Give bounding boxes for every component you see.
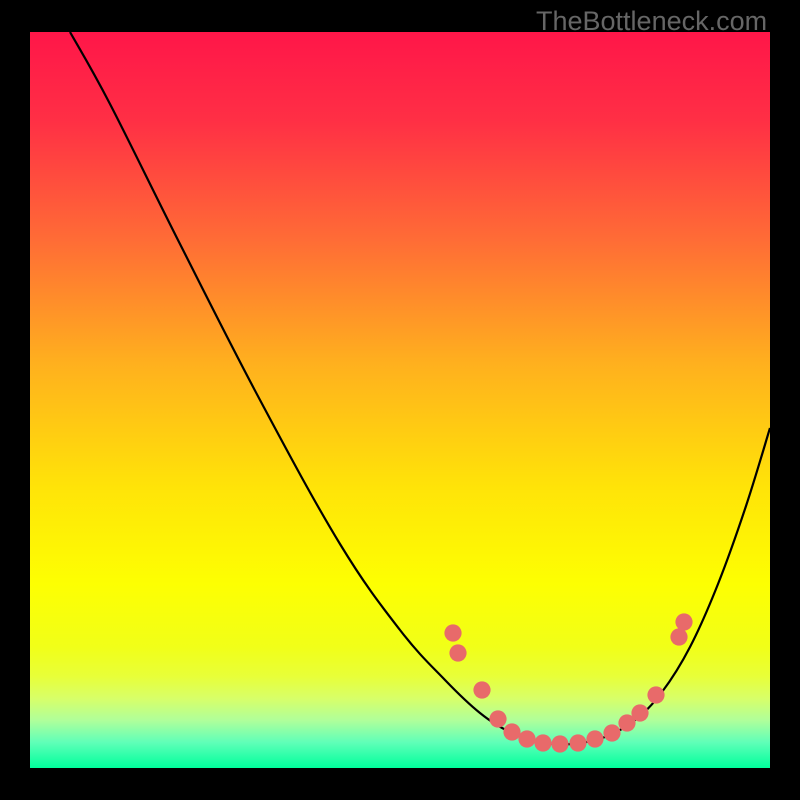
- marker-point: [675, 613, 692, 630]
- marker-point: [569, 734, 586, 751]
- marker-point: [449, 644, 466, 661]
- marker-point: [489, 710, 506, 727]
- marker-point: [647, 686, 664, 703]
- marker-point: [534, 734, 551, 751]
- marker-point: [631, 704, 648, 721]
- plot-area: [30, 32, 770, 768]
- marker-point: [603, 724, 620, 741]
- marker-point: [586, 730, 603, 747]
- curve-markers: [30, 32, 770, 768]
- marker-point: [473, 681, 490, 698]
- marker-point: [503, 723, 520, 740]
- marker-point: [518, 730, 535, 747]
- marker-point: [670, 628, 687, 645]
- watermark-text: TheBottleneck.com: [536, 6, 767, 37]
- marker-point: [551, 735, 568, 752]
- marker-point: [444, 624, 461, 641]
